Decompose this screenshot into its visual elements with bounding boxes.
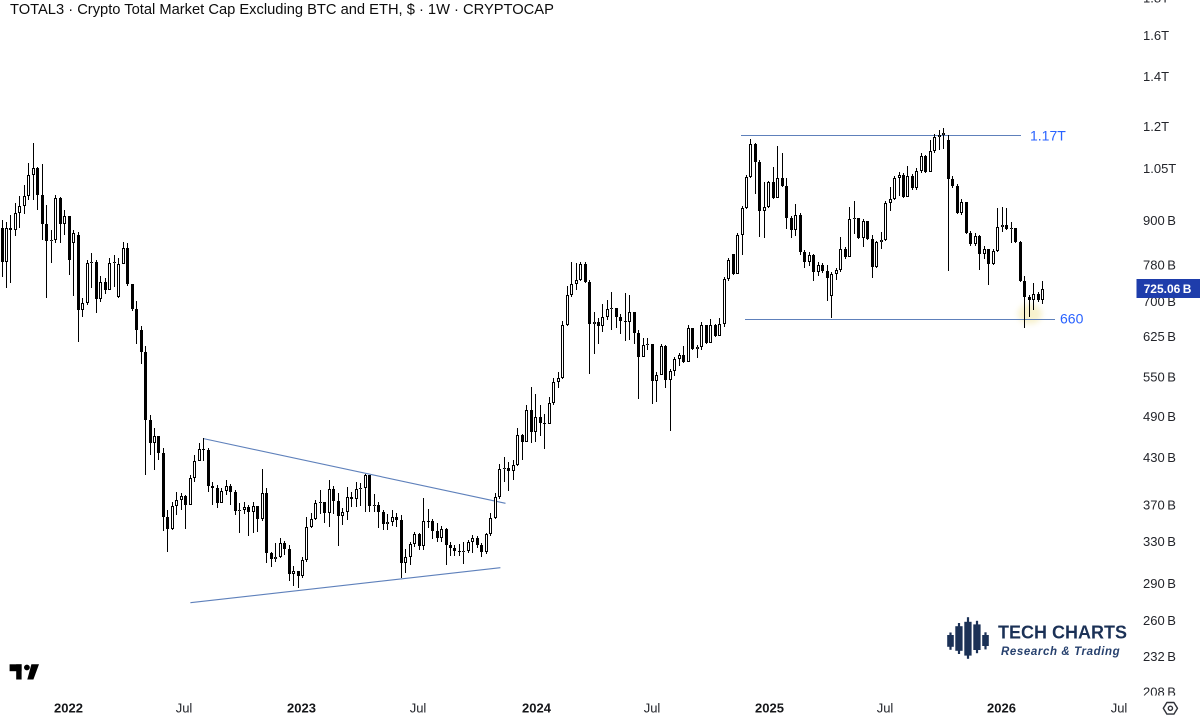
- svg-text:660: 660: [1060, 311, 1084, 327]
- svg-text:725.06 B: 725.06 B: [1144, 282, 1192, 296]
- svg-text:TECH CHARTS: TECH CHARTS: [998, 623, 1127, 643]
- svg-text:2024: 2024: [522, 701, 552, 716]
- svg-text:Jul: Jul: [410, 701, 427, 716]
- svg-text:260 B: 260 B: [1143, 613, 1176, 628]
- svg-text:2026: 2026: [987, 701, 1016, 716]
- svg-text:Jul: Jul: [877, 701, 894, 716]
- svg-text:290 B: 290 B: [1143, 576, 1176, 591]
- svg-text:1.8T: 1.8T: [1143, 0, 1169, 5]
- svg-text:780 B: 780 B: [1143, 257, 1176, 272]
- svg-text:550 B: 550 B: [1143, 370, 1176, 385]
- svg-text:490 B: 490 B: [1143, 409, 1176, 424]
- svg-text:232 B: 232 B: [1143, 649, 1176, 664]
- svg-text:330 B: 330 B: [1143, 534, 1176, 549]
- svg-text:Jul: Jul: [176, 701, 193, 716]
- svg-text:900 B: 900 B: [1143, 213, 1176, 228]
- svg-text:1.17T: 1.17T: [1030, 128, 1066, 144]
- svg-text:Jul: Jul: [1111, 701, 1128, 716]
- svg-text:2025: 2025: [755, 701, 784, 716]
- svg-text:430 B: 430 B: [1143, 450, 1176, 465]
- svg-text:Jul: Jul: [644, 701, 661, 716]
- svg-text:625 B: 625 B: [1143, 329, 1176, 344]
- svg-text:Research & Trading: Research & Trading: [1001, 646, 1120, 658]
- svg-text:2022: 2022: [54, 701, 83, 716]
- svg-text:2023: 2023: [287, 701, 316, 716]
- svg-text:370 B: 370 B: [1143, 498, 1176, 513]
- svg-text:1.2T: 1.2T: [1143, 119, 1169, 134]
- svg-text:1.6T: 1.6T: [1143, 28, 1169, 43]
- svg-text:1.05T: 1.05T: [1143, 161, 1176, 176]
- svg-text:1.4T: 1.4T: [1143, 69, 1169, 84]
